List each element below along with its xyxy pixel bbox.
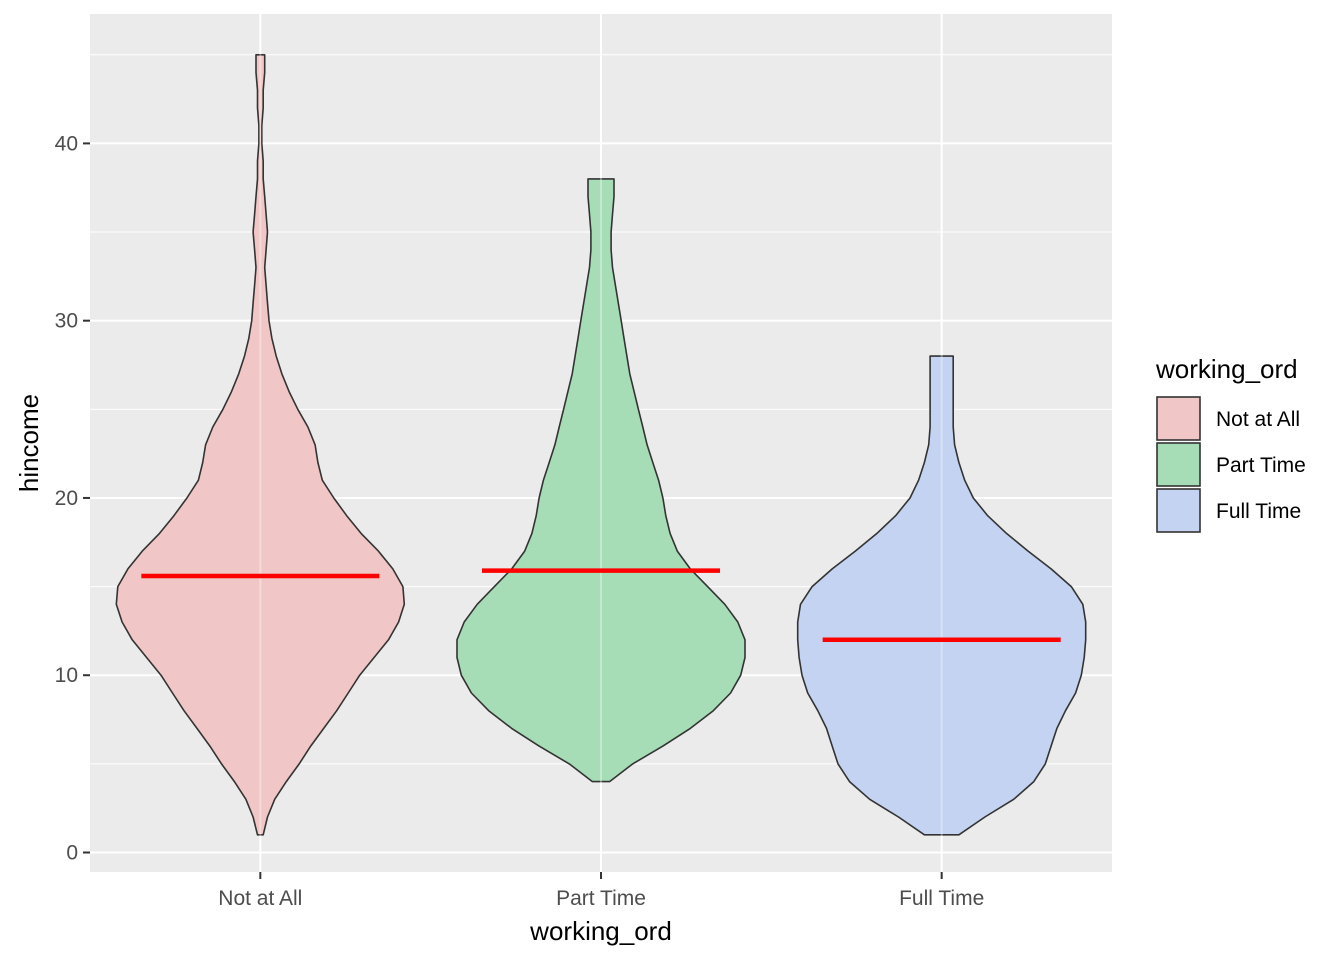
legend-key-full-time: [1156, 488, 1201, 533]
legend: working_ord Not at All Part Time Full Time: [1155, 354, 1306, 533]
legend-key-not-at-all: [1156, 396, 1201, 441]
violin-full-time: [796, 355, 1087, 836]
x-axis-title: working_ord: [529, 916, 672, 946]
legend-label: Full Time: [1216, 500, 1301, 523]
legend-label: Part Time: [1216, 454, 1306, 477]
x-tick-label: Part Time: [556, 887, 646, 910]
violin-part-time: [456, 178, 746, 783]
legend-key-part-time: [1156, 442, 1201, 487]
y-axis: 0 10 20 30 40: [55, 132, 90, 865]
y-tick-label: 40: [55, 132, 78, 155]
y-tick-label: 10: [55, 664, 78, 687]
y-axis-title: hincome: [14, 394, 44, 492]
legend-title: working_ord: [1155, 354, 1298, 384]
y-tick-label: 30: [55, 310, 78, 333]
violins: [115, 14, 1087, 872]
legend-label: Not at All: [1216, 408, 1300, 431]
y-tick-label: 0: [66, 842, 78, 865]
mean-lines: [141, 568, 1061, 643]
violin-not-at-all: [115, 54, 406, 836]
x-axis: Not at All Part Time Full Time: [218, 872, 984, 910]
x-tick-label: Full Time: [899, 887, 984, 910]
y-tick-label: 20: [55, 487, 78, 510]
x-tick-label: Not at All: [218, 887, 302, 910]
